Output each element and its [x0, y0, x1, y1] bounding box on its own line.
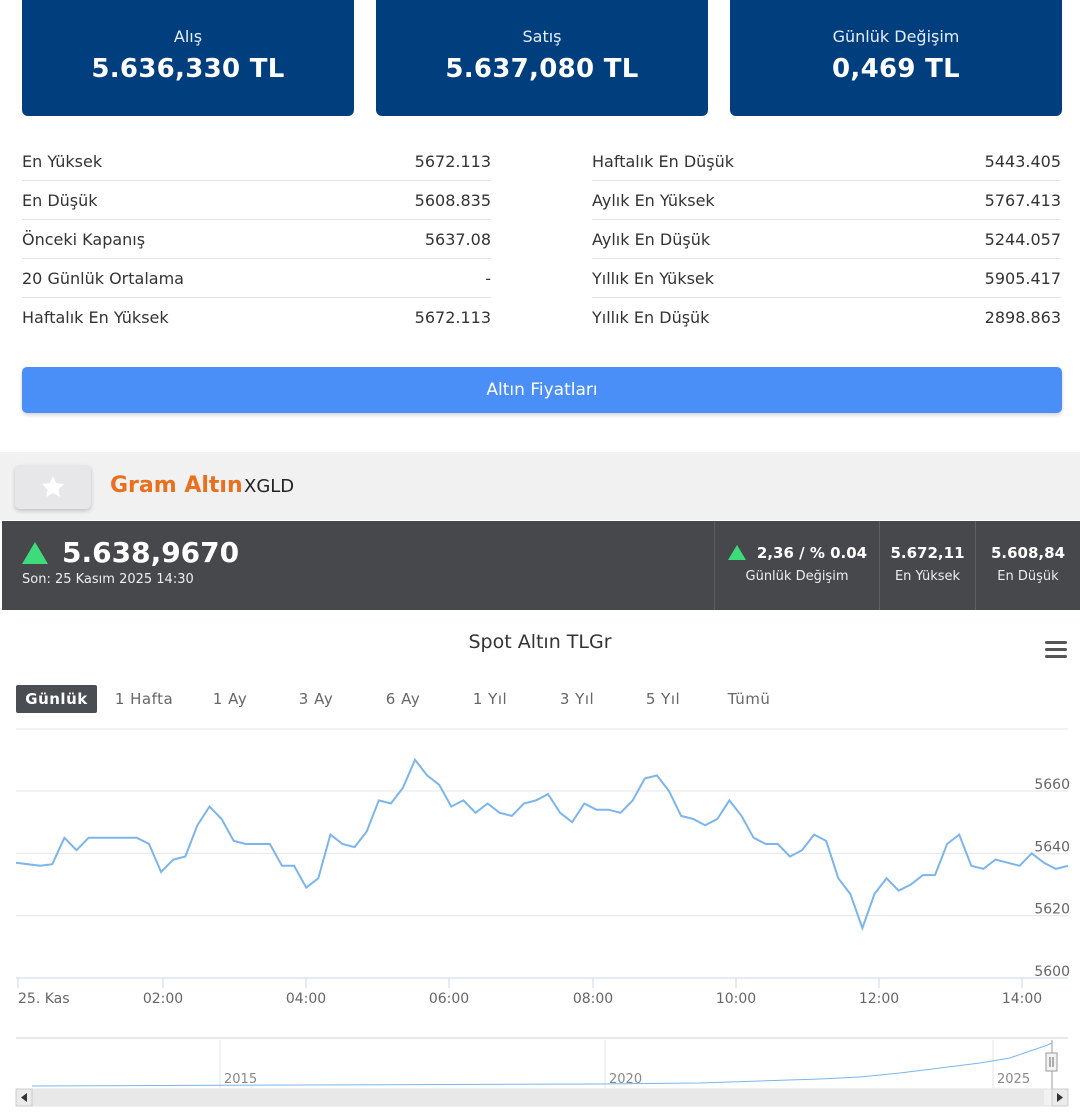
- y-tick-label: 5600: [1034, 964, 1070, 980]
- stat-row: En Düşük 5608.835: [22, 181, 491, 220]
- stat-label: En Düşük: [22, 190, 98, 210]
- navigator-year-label: 2015: [224, 1072, 257, 1087]
- sell-card: Satış 5.637,080 TL: [376, 0, 708, 116]
- stat-row: Aylık En Yüksek 5767.413: [592, 181, 1061, 220]
- y-tick-label: 5640: [1034, 839, 1070, 855]
- star-icon: [41, 475, 65, 498]
- instrument-name: Gram Altın: [110, 473, 243, 498]
- daily-change-label: Günlük Değişim: [832, 27, 960, 46]
- stat-value: 5767.413: [984, 190, 1061, 210]
- high-label: En Yüksek: [894, 569, 961, 584]
- chart-title: Spot Altın TLGr: [468, 631, 612, 653]
- price-cards: Alış 5.636,330 TL Satış 5.637,080 TL Gün…: [0, 0, 1080, 118]
- range-3-months[interactable]: 3 Ay: [298, 690, 334, 708]
- range-1-week[interactable]: 1 Hafta: [114, 690, 174, 708]
- stat-value: 5637.08: [424, 229, 491, 249]
- chevron-right-icon: [1057, 1093, 1063, 1102]
- up-arrow-icon: [728, 545, 746, 560]
- stat-value: 2898.863: [984, 308, 1061, 327]
- scroll-left-button[interactable]: [15, 1088, 33, 1107]
- stat-value: 5905.417: [984, 268, 1061, 288]
- x-tick-label: 10:00: [716, 991, 756, 1007]
- x-tick-label: 04:00: [286, 991, 326, 1007]
- stat-value: 5672.113: [414, 151, 491, 171]
- sell-label: Satış: [522, 27, 562, 46]
- price-ticker: 5.638,9670 Son: 25 Kasım 2025 14:30 2,36…: [2, 521, 1080, 610]
- stat-label: Haftalık En Düşük: [592, 151, 735, 171]
- stat-row: En Yüksek 5672.113: [22, 142, 491, 181]
- price-series-line: [15, 757, 1069, 932]
- high-cell: 5.672,11 En Yüksek: [879, 521, 975, 610]
- range-1-month[interactable]: 1 Ay: [212, 690, 248, 708]
- sell-value: 5.637,080 TL: [445, 54, 639, 84]
- navigator-scrollbar[interactable]: [15, 1088, 1069, 1107]
- navigator-handle[interactable]: [1045, 1052, 1058, 1072]
- range-daily[interactable]: Günlük: [16, 685, 97, 713]
- x-tick-label: 14:00: [1002, 991, 1042, 1007]
- stat-label: Önceki Kapanış: [22, 229, 146, 249]
- scrollbar-thumb[interactable]: [32, 1090, 1044, 1105]
- buy-value: 5.636,330 TL: [91, 54, 285, 84]
- daily-change-value: 0,469 TL: [832, 54, 960, 84]
- y-tick-label: 5660: [1034, 777, 1070, 793]
- stats-left-column: En Yüksek 5672.113 En Düşük 5608.835 Öncek…: [22, 142, 491, 337]
- high-value: 5.672,11: [890, 544, 965, 562]
- stat-row: 20 Günlük Ortalama -: [22, 259, 491, 298]
- stat-row: Haftalık En Düşük 5443.405: [592, 142, 1061, 181]
- stat-row: Aylık En Düşük 5244.057: [592, 220, 1061, 259]
- x-tick-label: 12:00: [859, 991, 899, 1007]
- daily-change-card: Günlük Değişim 0,469 TL: [730, 0, 1062, 116]
- x-tick-label: 08:00: [573, 991, 613, 1007]
- stat-value: 5608.835: [414, 190, 491, 210]
- stats-right-column: Haftalık En Düşük 5443.405 Aylık En Yükse…: [592, 142, 1061, 337]
- up-arrow-icon: [22, 542, 48, 564]
- stat-value: 5672.113: [414, 308, 491, 327]
- chart-menu-icon[interactable]: [1045, 641, 1067, 659]
- gold-prices-button[interactable]: Altın Fiyatları: [22, 367, 1062, 413]
- stat-label: En Yüksek: [22, 151, 103, 171]
- navigator-year-label: 2020: [609, 1072, 642, 1087]
- chart-navigator[interactable]: 2015 2020 2025: [16, 1037, 1068, 1090]
- daily-change-value: 2,36 / % 0.04: [756, 544, 868, 562]
- low-label: En Düşük: [997, 569, 1059, 584]
- range-3-years[interactable]: 3 Yıl: [559, 690, 595, 708]
- favorite-button[interactable]: [15, 465, 91, 509]
- stat-value: 5443.405: [984, 151, 1061, 171]
- chevron-left-icon: [21, 1093, 27, 1102]
- range-1-year[interactable]: 1 Yıl: [472, 690, 508, 708]
- y-tick-label: 5620: [1034, 902, 1070, 918]
- last-update-time: Son: 25 Kasım 2025 14:30: [22, 572, 194, 587]
- navigator-series-line: [31, 1042, 1053, 1087]
- stat-value: 5244.057: [984, 229, 1061, 249]
- range-all[interactable]: Tümü: [727, 690, 771, 708]
- navigator-year-label: 2025: [997, 1072, 1030, 1087]
- daily-change-cell: 2,36 / % 0.04 Günlük Değişim: [714, 521, 879, 610]
- x-tick-label: 25. Kas: [18, 991, 70, 1007]
- stat-row: Haftalık En Yüksek 5672.113: [22, 298, 491, 337]
- stat-label: Aylık En Yüksek: [592, 190, 715, 210]
- stat-label: Yıllık En Yüksek: [592, 268, 715, 288]
- stat-row: Önceki Kapanış 5637.08: [22, 220, 491, 259]
- x-tick-label: 02:00: [143, 991, 183, 1007]
- x-tick-label: 06:00: [429, 991, 469, 1007]
- stat-value: -: [485, 268, 491, 288]
- stat-row: Yıllık En Yüksek 5905.417: [592, 259, 1061, 298]
- instrument-symbol: XGLD: [244, 476, 295, 497]
- low-value: 5.608,84: [990, 544, 1066, 562]
- range-6-months[interactable]: 6 Ay: [385, 690, 421, 708]
- stat-label: Aylık En Düşük: [592, 229, 711, 249]
- stat-label: 20 Günlük Ortalama: [22, 268, 184, 288]
- stat-label: Haftalık En Yüksek: [22, 308, 169, 327]
- buy-label: Alış: [173, 27, 203, 46]
- stat-row: Yıllık En Düşük 2898.863: [592, 298, 1061, 337]
- current-price: 5.638,9670: [62, 536, 240, 569]
- daily-change-label: Günlük Değişim: [745, 569, 849, 584]
- stat-label: Yıllık En Düşük: [592, 308, 710, 327]
- instrument-header: Gram Altın XGLD: [0, 452, 1080, 520]
- low-cell: 5.608,84 En Düşük: [975, 521, 1080, 610]
- scroll-right-button[interactable]: [1051, 1088, 1069, 1107]
- range-5-years[interactable]: 5 Yıl: [645, 690, 681, 708]
- buy-card: Alış 5.636,330 TL: [22, 0, 354, 116]
